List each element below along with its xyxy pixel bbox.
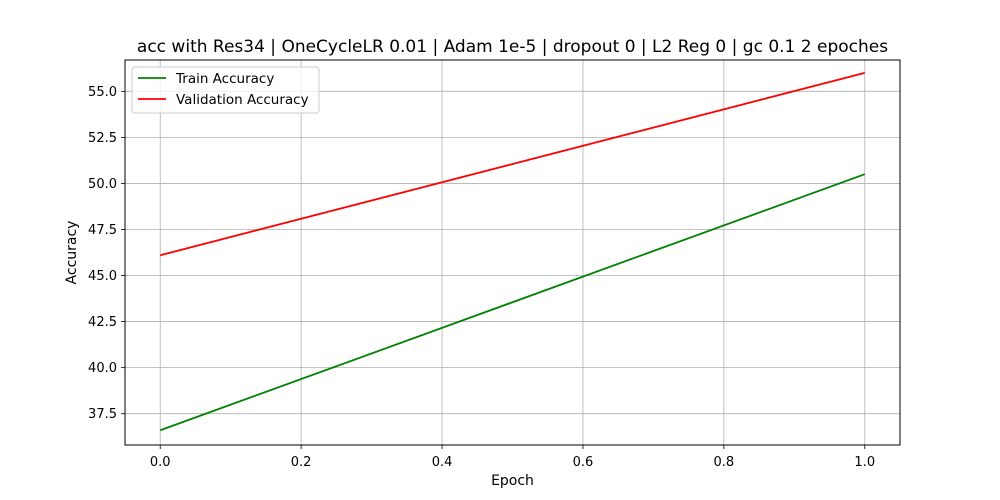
train-accuracy-line — [159, 173, 866, 432]
x-axis-ticks: 0.0 0.2 0.4 0.6 0.8 1.0 — [150, 445, 875, 470]
grid — [125, 60, 900, 445]
y-tick-label: 52.5 — [88, 131, 117, 146]
y-tick-label: 40.0 — [88, 361, 117, 376]
y-tick-label: 47.5 — [88, 223, 117, 238]
legend-label-validation: Validation Accuracy — [176, 92, 309, 108]
y-axis-label: Accuracy — [64, 221, 80, 285]
y-tick-label: 45.0 — [88, 269, 117, 284]
plot-frame — [124, 59, 901, 446]
legend: Train Accuracy Validation Accuracy — [131, 66, 320, 114]
legend-box — [131, 66, 320, 114]
y-tick-label: 50.0 — [88, 177, 117, 192]
x-tick-label: 0.6 — [573, 455, 594, 470]
validation-accuracy-line — [160, 72, 865, 257]
x-tick-label: 0.0 — [150, 455, 171, 470]
y-axis-ticks: 37.5 40.0 42.5 45.0 47.5 50.0 52.5 55.0 — [88, 85, 125, 422]
x-tick-label: 0.2 — [291, 455, 312, 470]
x-tick-label: 0.8 — [714, 455, 735, 470]
legend-label-train: Train Accuracy — [175, 71, 274, 87]
y-tick-label: 55.0 — [88, 85, 117, 100]
x-axis-label: Epoch — [491, 473, 534, 489]
y-tick-label: 42.5 — [88, 315, 117, 330]
x-tick-label: 0.4 — [432, 455, 453, 470]
series-lines — [159, 72, 866, 432]
x-tick-label: 1.0 — [854, 455, 875, 470]
y-tick-label: 37.5 — [88, 407, 117, 422]
chart-title: acc with Res34 | OneCycleLR 0.01 | Adam … — [137, 37, 888, 57]
